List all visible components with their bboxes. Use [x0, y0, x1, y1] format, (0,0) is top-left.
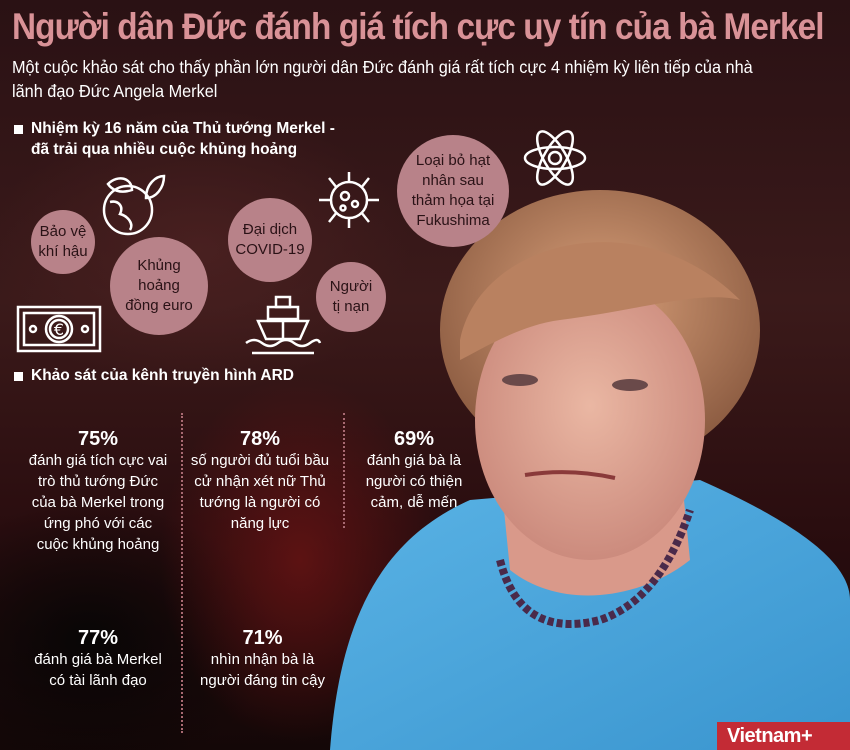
earth-leaves-icon — [102, 174, 166, 236]
bullet-square-icon — [14, 125, 23, 134]
stat-percent: 71% — [242, 627, 283, 649]
crisis-bubble-fukushima: Loại bỏ hạt nhân sau thảm họa tại Fukush… — [397, 135, 509, 247]
stat-card: 78% số người đủ tuổi bầu cử nhận xét nữ … — [190, 428, 330, 534]
stat-percent: 78% — [239, 428, 281, 450]
section-survey-heading-text: Khảo sát của kênh truyền hình ARD — [31, 367, 294, 384]
stat-card: 75% đánh giá tích cực vai trò thủ tướng … — [28, 428, 168, 555]
section-crises-heading-line2: đã trải qua nhiều cuộc khủng hoảng — [31, 141, 298, 158]
svg-text:€: € — [54, 320, 64, 339]
stat-description: đánh giá bà là người có thiện cảm, dễ mế… — [365, 452, 463, 511]
crisis-bubble-euro: Khủng hoảng đồng euro — [110, 237, 208, 335]
crisis-bubble-covid: Đại dịch COVID-19 — [228, 198, 312, 282]
crisis-bubble-climate: Bảo vệ khí hậu — [31, 210, 95, 274]
section-crises-heading-line1: Nhiệm kỳ 16 năm của Thủ tướng Merkel - — [31, 120, 335, 137]
stat-description: số người đủ tuổi bầu cử nhận xét nữ Thủ … — [190, 452, 330, 532]
stat-description: đánh giá bà Merkel có tài lãnh đạo — [34, 651, 162, 689]
atom-icon — [523, 130, 587, 186]
page-subtitle: Một cuộc khảo sát cho thấy phần lớn ngườ… — [12, 57, 753, 101]
divider-dotted — [343, 413, 345, 528]
stat-percent: 77% — [77, 627, 119, 649]
stat-card: 71% nhìn nhận bà là người đáng tin cậy — [190, 627, 335, 691]
stat-percent: 69% — [393, 428, 435, 450]
stat-card: 69% đánh giá bà là người có thiện cảm, d… — [354, 428, 474, 513]
bullet-square-icon — [14, 372, 23, 381]
stat-description: đánh giá tích cực vai trò thủ tướng Đức … — [28, 452, 168, 553]
stat-card: 77% đánh giá bà Merkel có tài lãnh đạo — [28, 627, 168, 691]
stat-description: nhìn nhận bà là người đáng tin cậy — [200, 651, 325, 689]
vietnamplus-logo: Vietnam+ — [717, 722, 850, 750]
stat-percent: 75% — [77, 428, 119, 450]
euro-banknote-icon: € — [16, 305, 102, 353]
section-survey-heading: Khảo sát của kênh truyền hình ARD — [14, 365, 294, 386]
crisis-bubble-refugees: Người tị nạn — [316, 262, 386, 332]
page-title: Người dân Đức đánh giá tích cực uy tín c… — [12, 6, 824, 47]
section-crises-heading: Nhiệm kỳ 16 năm của Thủ tướng Merkel - đ… — [14, 118, 335, 160]
virus-icon — [319, 172, 379, 228]
ship-icon — [245, 295, 322, 355]
divider-dotted — [181, 413, 183, 733]
